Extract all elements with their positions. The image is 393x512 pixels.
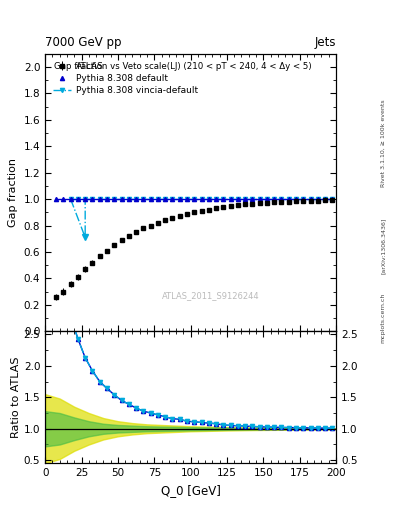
Pythia 8.308 default (61, 196, 66, 202)
Pythia 8.308 default (308, 196, 313, 202)
Pythia 8.308 default (163, 196, 167, 202)
Pythia 8.308 default (192, 196, 196, 202)
Text: 7000 GeV pp: 7000 GeV pp (45, 36, 122, 49)
Pythia 8.308 default (250, 196, 255, 202)
Text: Gap fraction vs Veto scale(LJ) (210 < pT < 240, 4 < Δy < 5): Gap fraction vs Veto scale(LJ) (210 < pT… (54, 62, 312, 71)
Text: mcplots.cern.ch: mcplots.cern.ch (381, 292, 386, 343)
Text: Rivet 3.1.10, ≥ 100k events: Rivet 3.1.10, ≥ 100k events (381, 99, 386, 187)
Text: ATLAS_2011_S9126244: ATLAS_2011_S9126244 (162, 291, 260, 300)
X-axis label: Q_0 [GeV]: Q_0 [GeV] (161, 484, 220, 497)
Pythia 8.308 default (264, 196, 269, 202)
Pythia 8.308 default (170, 196, 175, 202)
Pythia 8.308 default (257, 196, 262, 202)
Legend: ATLAS, Pythia 8.308 default, Pythia 8.308 vincia-default: ATLAS, Pythia 8.308 default, Pythia 8.30… (50, 58, 202, 99)
Pythia 8.308 default (185, 196, 189, 202)
Pythia 8.308 default (286, 196, 291, 202)
Pythia 8.308 default (235, 196, 240, 202)
Pythia 8.308 default (199, 196, 204, 202)
Pythia 8.308 default (54, 196, 59, 202)
Y-axis label: Ratio to ATLAS: Ratio to ATLAS (11, 356, 21, 438)
Pythia 8.308 default (243, 196, 248, 202)
Pythia 8.308 default (127, 196, 131, 202)
Pythia 8.308 default (97, 196, 102, 202)
Pythia 8.308 default (68, 196, 73, 202)
Pythia 8.308 default (221, 196, 226, 202)
Pythia 8.308 default (119, 196, 124, 202)
Pythia 8.308 default (177, 196, 182, 202)
Pythia 8.308 default (105, 196, 109, 202)
Pythia 8.308 default (228, 196, 233, 202)
Pythia 8.308 default (156, 196, 160, 202)
Line: Pythia 8.308 default: Pythia 8.308 default (54, 197, 334, 201)
Pythia 8.308 default (90, 196, 95, 202)
Pythia 8.308 default (206, 196, 211, 202)
Pythia 8.308 default (323, 196, 327, 202)
Text: [arXiv:1306.3436]: [arXiv:1306.3436] (381, 218, 386, 274)
Pythia 8.308 default (141, 196, 146, 202)
Pythia 8.308 default (83, 196, 88, 202)
Pythia 8.308 default (316, 196, 320, 202)
Pythia 8.308 default (330, 196, 335, 202)
Pythia 8.308 default (301, 196, 306, 202)
Pythia 8.308 default (272, 196, 277, 202)
Pythia 8.308 default (294, 196, 298, 202)
Y-axis label: Gap fraction: Gap fraction (8, 158, 18, 227)
Pythia 8.308 default (112, 196, 117, 202)
Pythia 8.308 default (148, 196, 153, 202)
Text: Jets: Jets (314, 36, 336, 49)
Pythia 8.308 default (134, 196, 138, 202)
Pythia 8.308 default (279, 196, 284, 202)
Pythia 8.308 default (214, 196, 219, 202)
Pythia 8.308 default (75, 196, 80, 202)
